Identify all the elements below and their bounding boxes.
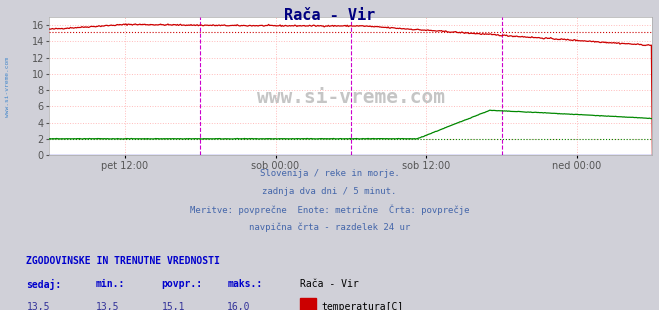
Text: Meritve: povprečne  Enote: metrične  Črta: povprečje: Meritve: povprečne Enote: metrične Črta:… [190, 205, 469, 215]
Text: 15,1: 15,1 [161, 302, 185, 310]
Text: ZGODOVINSKE IN TRENUTNE VREDNOSTI: ZGODOVINSKE IN TRENUTNE VREDNOSTI [26, 256, 220, 266]
Text: navpična črta - razdelek 24 ur: navpična črta - razdelek 24 ur [249, 223, 410, 232]
Text: 13,5: 13,5 [26, 302, 50, 310]
Text: www.si-vreme.com: www.si-vreme.com [5, 57, 11, 117]
Text: min.:: min.: [96, 279, 125, 289]
Text: povpr.:: povpr.: [161, 279, 202, 289]
Text: 13,5: 13,5 [96, 302, 119, 310]
Text: 16,0: 16,0 [227, 302, 251, 310]
Text: sedaj:: sedaj: [26, 279, 61, 290]
Text: www.si-vreme.com: www.si-vreme.com [257, 87, 445, 107]
Text: Rača - Vir: Rača - Vir [300, 279, 358, 289]
Text: temperatura[C]: temperatura[C] [321, 302, 403, 310]
Text: maks.:: maks.: [227, 279, 262, 289]
Text: zadnja dva dni / 5 minut.: zadnja dva dni / 5 minut. [262, 187, 397, 196]
Text: Slovenija / reke in morje.: Slovenija / reke in morje. [260, 169, 399, 178]
Text: Rača - Vir: Rača - Vir [284, 8, 375, 23]
